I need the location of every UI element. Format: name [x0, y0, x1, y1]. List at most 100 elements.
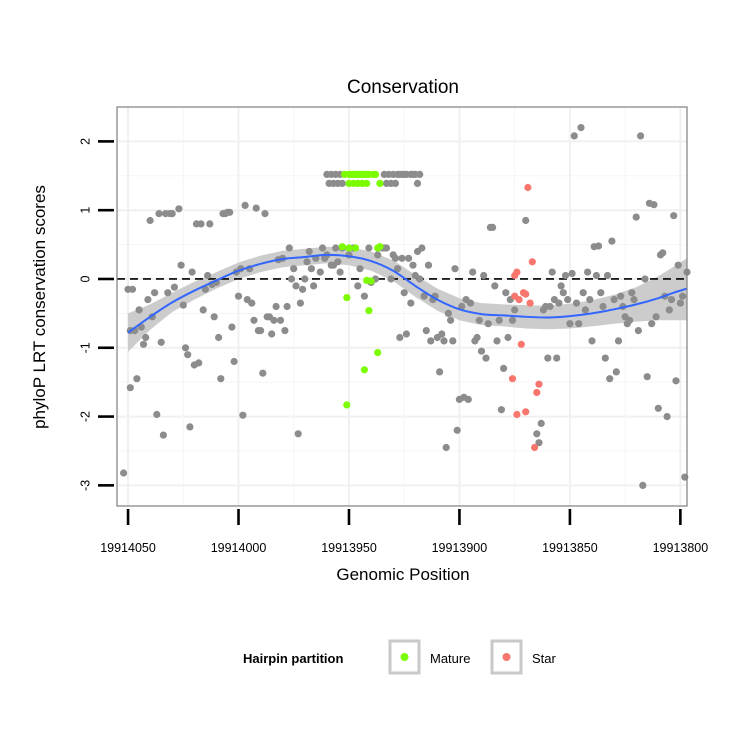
- point-other: [588, 337, 596, 345]
- x-tick-label: 19913950: [321, 541, 377, 555]
- point-other: [318, 244, 327, 252]
- point-other: [500, 364, 508, 372]
- point-other: [572, 299, 581, 307]
- point-other: [360, 292, 368, 300]
- highlighted-points: [338, 170, 543, 452]
- point-other: [164, 289, 172, 297]
- point-other: [285, 244, 293, 252]
- point-other: [637, 132, 645, 140]
- legend-item-mature: Mature: [388, 639, 470, 675]
- point-other: [544, 354, 552, 362]
- point-other: [400, 289, 408, 297]
- y-tick-label: -2: [78, 411, 92, 422]
- point-other: [670, 212, 678, 220]
- point-other: [663, 413, 671, 421]
- point-other: [667, 296, 676, 304]
- point-other: [413, 179, 422, 187]
- point-star: [524, 183, 532, 192]
- point-other: [179, 301, 187, 309]
- point-mature: [363, 179, 371, 187]
- point-other: [250, 316, 258, 324]
- chart-title: Conservation: [347, 77, 459, 98]
- point-star: [528, 258, 536, 266]
- point-other: [365, 244, 373, 252]
- point-other: [453, 426, 461, 434]
- plot-panel: [116, 106, 691, 507]
- point-other: [407, 299, 415, 307]
- point-other: [199, 306, 207, 314]
- point-star: [535, 380, 543, 388]
- y-tick-label: -1: [78, 342, 92, 353]
- point-other: [157, 338, 165, 346]
- point-other: [610, 296, 618, 304]
- point-other: [440, 337, 448, 345]
- y-tick-label: 2: [78, 138, 92, 145]
- point-other: [493, 337, 501, 345]
- point-other: [201, 285, 209, 293]
- point-other: [230, 357, 238, 366]
- point-other: [575, 320, 583, 328]
- point-other: [409, 261, 417, 269]
- point-other: [612, 368, 620, 376]
- point-other: [548, 268, 556, 276]
- point-other: [546, 302, 554, 311]
- y-axis-ticks: 2 1 0 -1 -2 -3: [78, 138, 114, 491]
- point-other: [287, 275, 296, 283]
- point-other: [120, 469, 128, 477]
- point-other: [142, 333, 150, 342]
- point-other: [595, 242, 603, 250]
- point-other: [427, 337, 435, 345]
- point-other: [537, 419, 545, 427]
- point-other: [259, 369, 267, 377]
- legend-key-star: [502, 653, 511, 661]
- point-other: [679, 292, 687, 300]
- x-tick-label: 19914050: [100, 541, 156, 555]
- point-other: [391, 179, 399, 187]
- smooth-trend-line: [127, 253, 688, 334]
- point-other: [422, 327, 430, 335]
- point-other: [555, 299, 563, 307]
- confidence-band: [128, 246, 687, 352]
- point-other: [484, 320, 492, 328]
- point-other: [561, 271, 570, 280]
- point-other: [451, 265, 459, 273]
- point-other: [508, 316, 517, 324]
- point-other: [126, 384, 134, 392]
- point-other: [489, 223, 497, 231]
- point-other: [626, 316, 634, 324]
- point-star: [513, 410, 521, 419]
- point-other: [272, 302, 280, 311]
- point-other: [405, 254, 413, 262]
- point-other: [477, 347, 486, 355]
- point-other: [128, 285, 137, 293]
- y-tick-label: -3: [78, 480, 92, 491]
- point-other: [151, 289, 159, 297]
- point-other: [480, 271, 488, 280]
- point-other: [292, 282, 300, 290]
- point-other: [652, 313, 660, 321]
- legend: Hairpin partition Mature Star: [243, 639, 557, 675]
- point-other: [387, 275, 395, 283]
- point-other: [617, 292, 625, 300]
- point-other: [402, 330, 410, 338]
- legend-key-box: [490, 639, 523, 675]
- point-star: [517, 340, 525, 348]
- point-other: [665, 306, 673, 314]
- x-axis-ticks: 19914050 19914000 19913950 19913900 19913850…: [100, 509, 708, 555]
- point-other: [186, 423, 194, 431]
- point-other: [566, 320, 574, 328]
- point-other: [210, 313, 218, 321]
- legend-label-mature: Mature: [430, 651, 470, 666]
- point-other: [449, 337, 457, 345]
- x-axis-label: Genomic Position: [336, 565, 469, 584]
- point-other: [482, 354, 490, 362]
- point-other: [290, 265, 298, 273]
- point-other: [491, 282, 499, 290]
- point-mature: [352, 244, 360, 252]
- point-other: [204, 271, 212, 280]
- point-other: [336, 268, 344, 276]
- point-star: [522, 290, 530, 298]
- point-other: [469, 268, 477, 276]
- point-star: [508, 375, 517, 383]
